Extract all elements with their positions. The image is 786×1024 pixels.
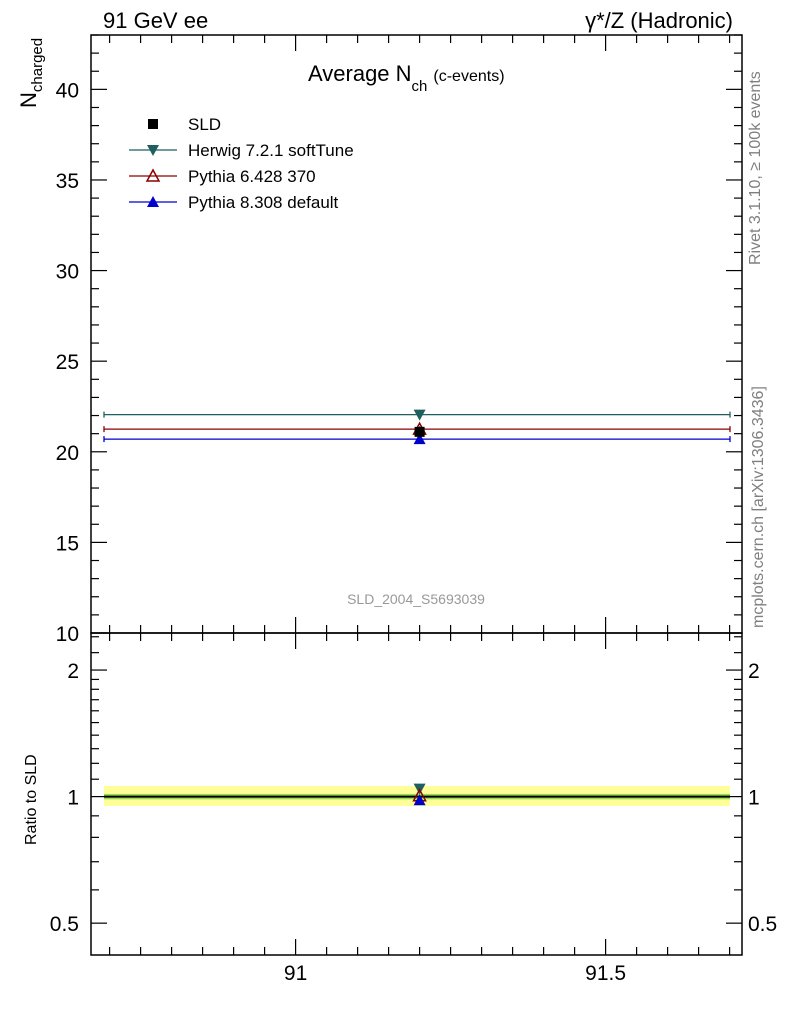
x-tick-label: 91.5	[585, 962, 626, 985]
legend-label: Pythia 8.308 default	[188, 193, 339, 212]
ratio-y-tick-label-right: 1	[748, 787, 760, 810]
svg-text:Ratio to SLD: Ratio to SLD	[23, 754, 40, 845]
y-tick-label: 15	[56, 532, 79, 555]
legend-marker	[147, 196, 159, 207]
mcplots-side-label: mcplots.cern.ch [arXiv:1306.3436]	[750, 386, 767, 628]
main-panel-marks	[103, 409, 731, 445]
legend-marker	[145, 168, 161, 182]
plot-title-main: Average N	[308, 61, 412, 86]
rivet-side-label: Rivet 3.1.10, ≥ 100k events	[747, 71, 764, 265]
plot-title: Average Nch (c-events)	[308, 61, 505, 95]
data-point	[413, 433, 426, 445]
legend-item: Pythia 6.428 370	[129, 167, 316, 186]
ratio-y-tick-label-left: 2	[67, 660, 79, 683]
ratio-y-tick-label-right: 2	[748, 660, 760, 683]
legend-item: Pythia 8.308 default	[129, 193, 339, 212]
y-axis-label-main: N	[16, 92, 41, 108]
legend-label: Pythia 6.428 370	[188, 167, 316, 186]
legend: SLD Herwig 7.2.1 softTune Pythia 6.428 370…	[129, 115, 354, 212]
legend-label: Herwig 7.2.1 softTune	[188, 141, 354, 160]
ratio-y-tick-label-right: 0.5	[748, 913, 777, 936]
ratio-panel-frame	[90, 632, 743, 956]
header-left-label: 91 GeV ee	[103, 8, 208, 33]
analysis-watermark: SLD_2004_S5693039	[347, 591, 485, 607]
x-tick-label: 91	[284, 962, 307, 985]
ratio-panel-marks	[412, 783, 427, 806]
y-axis-label-sub: charged	[29, 38, 46, 92]
ratio-panel-ticks: 0.5 0.5 1 1 2 2 91 91.5	[50, 633, 777, 985]
legend-label: SLD	[188, 115, 221, 134]
legend-item: Herwig 7.2.1 softTune	[129, 141, 354, 160]
y-tick-label: 10	[56, 623, 79, 646]
ratio-point	[413, 794, 426, 806]
y-tick-label: 30	[56, 261, 79, 284]
svg-text:mcplots.cern.ch [arXiv:1306.34: mcplots.cern.ch [arXiv:1306.3436]	[750, 386, 767, 628]
data-point	[414, 426, 425, 437]
ratio-y-tick-label-left: 0.5	[50, 913, 79, 936]
plot-title-suffix: (c-events)	[433, 68, 504, 85]
legend-marker	[147, 145, 159, 156]
y-tick-label: 20	[56, 442, 79, 465]
plot-title-sub: ch	[412, 78, 428, 95]
y-tick-label: 35	[56, 170, 79, 193]
legend-item: SLD	[148, 115, 221, 134]
svg-text:Ncharged: Ncharged	[16, 38, 46, 108]
svg-text:Rivet 3.1.10, ≥ 100k events: Rivet 3.1.10, ≥ 100k events	[747, 71, 764, 265]
main-panel-ticks: 10 15 20 25 30 35 40	[56, 34, 742, 646]
ratio-axis-label: Ratio to SLD	[23, 754, 40, 845]
y-tick-label: 40	[56, 79, 79, 102]
ratio-y-tick-label-left: 1	[67, 787, 79, 810]
data-point	[413, 409, 426, 421]
y-axis-label: Ncharged	[16, 38, 46, 108]
y-tick-label: 25	[56, 351, 79, 374]
header-right-label: γ*/Z (Hadronic)	[585, 8, 733, 33]
legend-marker	[148, 119, 158, 129]
